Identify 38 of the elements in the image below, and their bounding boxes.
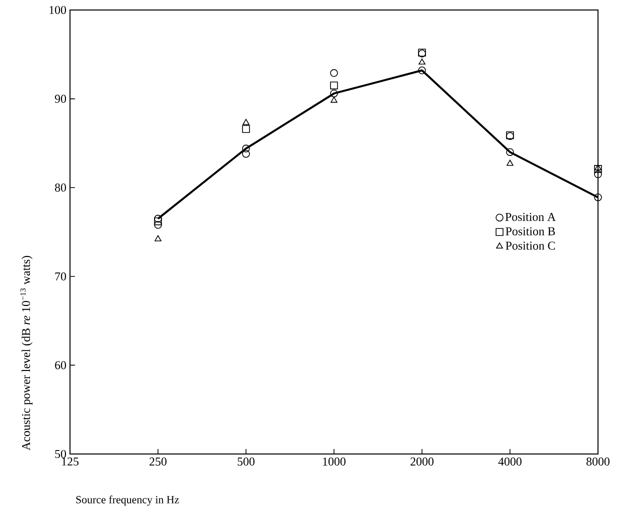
point [154,235,162,242]
point [330,82,338,90]
point [506,160,514,166]
point [330,90,338,98]
x-tick-label: 250 [150,458,167,466]
x-tick-label: 8000 [586,458,610,466]
point [154,221,162,229]
legend-label: Position A [505,212,556,221]
legend-label: Position C [506,242,555,250]
y-tick-label: 70 [55,272,66,280]
y-tick-label: 90 [54,94,66,103]
x-tick-label: 500 [238,458,255,466]
point [154,217,162,226]
point [242,144,250,152]
point [418,58,426,65]
x-tick-label: 4000 [498,458,522,466]
point [242,150,250,158]
y-axis-title: Acoustic power level (dB re 10$^{−13}$ watts) [20,256,32,450]
point [418,66,426,74]
y-tick-label: 100 [50,6,66,14]
point [594,165,602,173]
point [242,125,250,133]
point [594,170,602,178]
point [242,118,250,125]
x-axis-title: Source frequency in Hz [76,496,179,506]
y-tick-label: 60 [55,361,66,370]
x-tick-label: 125 [62,458,79,466]
point [330,96,338,103]
point [594,193,602,202]
y-tick-label: 80 [54,184,66,192]
legend-label: Position B [506,227,555,236]
point [506,148,514,156]
x-tick-label: 1000 [323,458,346,466]
y-tick-label: 50 [55,450,66,458]
x-tick-label: 2000 [410,458,434,466]
point [594,164,602,170]
point [330,69,338,77]
point [154,214,162,223]
